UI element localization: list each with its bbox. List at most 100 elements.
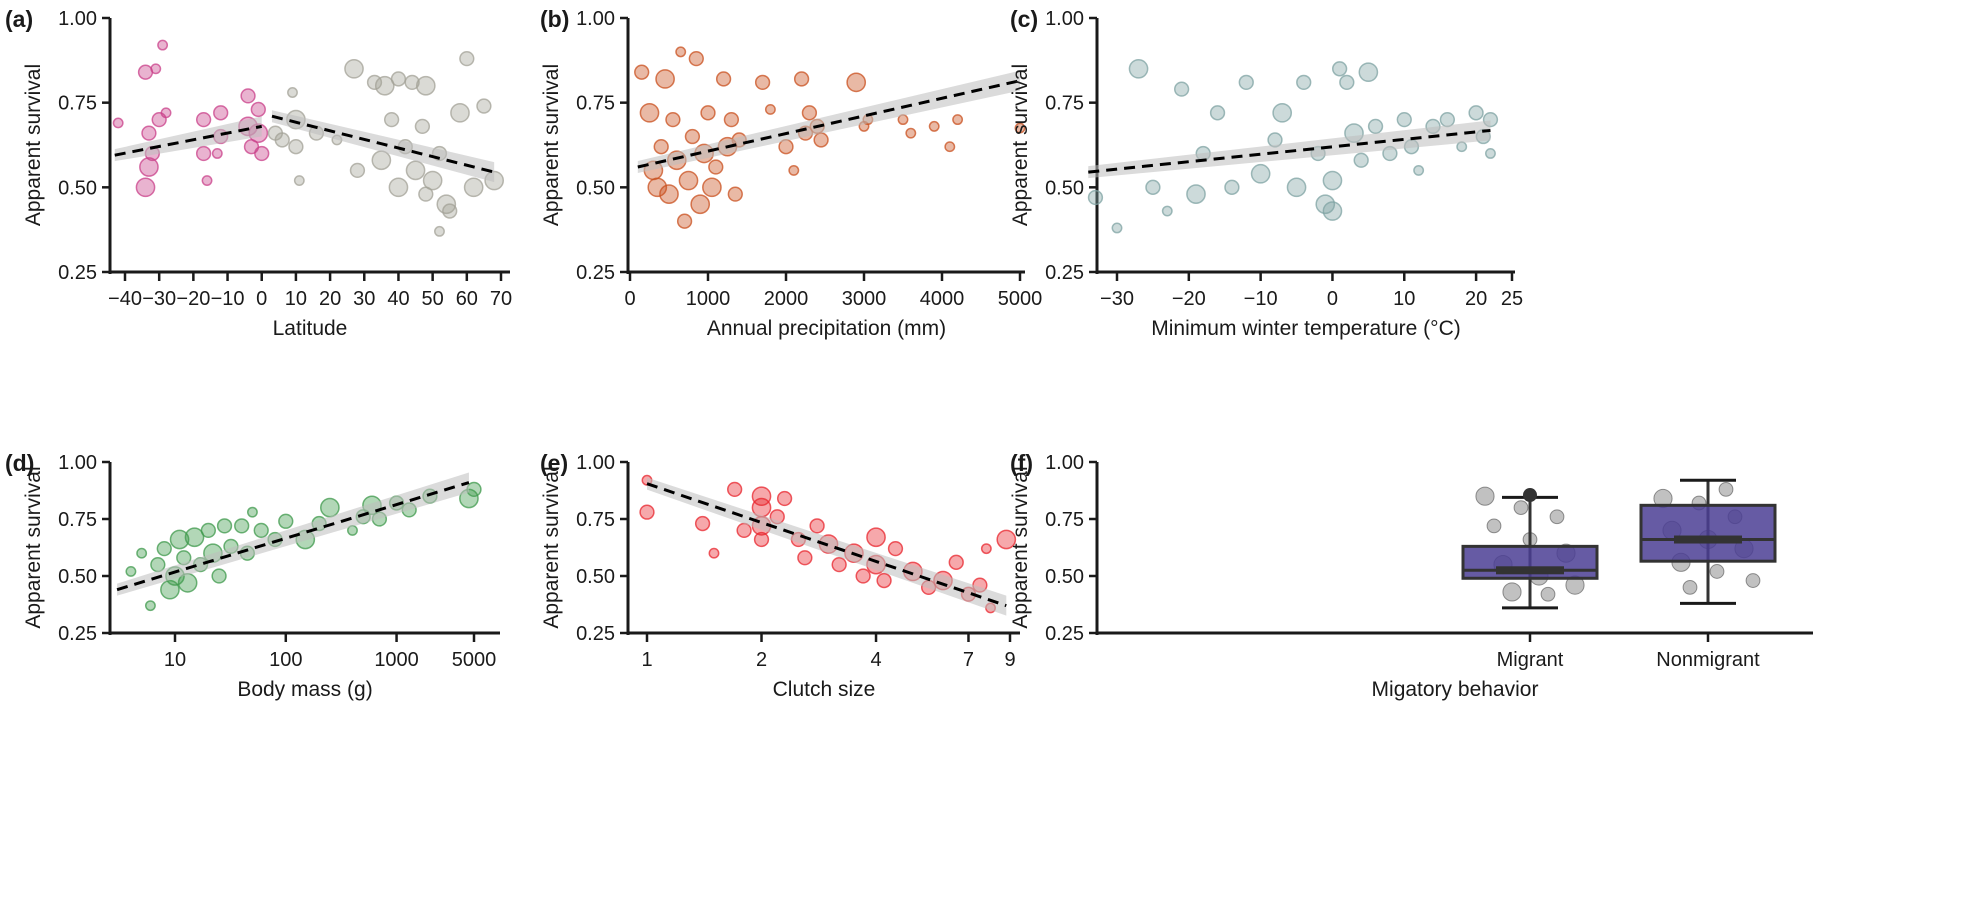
data-point <box>442 203 458 219</box>
x-tick-label: 0 <box>1327 288 1338 310</box>
data-point <box>246 506 258 518</box>
box-nonmigrant <box>1639 478 1777 605</box>
trend-line <box>1088 128 1491 174</box>
x-tick-label: 25 <box>1501 288 1523 310</box>
data-point <box>463 177 484 198</box>
x-tick-label: −30 <box>1100 288 1134 310</box>
data-point <box>169 529 190 550</box>
data-point <box>1549 509 1565 525</box>
y-tick-label: 0.25 <box>576 623 615 645</box>
data-point <box>139 157 159 177</box>
data-point <box>240 88 256 104</box>
data-point <box>700 105 716 121</box>
data-point <box>708 159 724 175</box>
data-point <box>211 568 227 584</box>
data-point <box>201 175 213 187</box>
confidence-band <box>271 110 495 183</box>
data-point <box>195 145 212 162</box>
y-tick-label: 1.00 <box>576 452 615 474</box>
y-tick-label: 1.00 <box>58 8 97 30</box>
data-point <box>776 490 793 507</box>
median-marker <box>1496 566 1564 575</box>
data-point <box>715 71 732 87</box>
data-point <box>466 481 482 498</box>
x-tick-label: 30 <box>353 288 375 310</box>
data-point <box>905 127 917 139</box>
data-point <box>1709 564 1725 579</box>
x-tick-label: 3000 <box>842 288 887 310</box>
y-tick-label: 0.25 <box>58 262 97 284</box>
y-axis-title: Apparent survival <box>1009 64 1032 226</box>
data-point <box>665 111 681 128</box>
x-tick-label: −10 <box>1244 288 1278 310</box>
box-migrant <box>1461 488 1599 610</box>
x-tick-label: Nonmigrant <box>1656 649 1760 671</box>
data-point <box>1209 105 1226 121</box>
data-point <box>809 518 825 534</box>
x-tick-label: Migrant <box>1497 649 1564 671</box>
y-tick-label: 0.50 <box>1045 177 1084 199</box>
x-tick-label: 2000 <box>764 288 809 310</box>
data-point <box>415 75 436 96</box>
x-tick-label: 20 <box>319 288 341 310</box>
confidence-band <box>1088 120 1491 179</box>
data-point <box>647 177 668 198</box>
y-tick-label: 0.50 <box>58 566 97 588</box>
x-axis-title: Migatory behavior <box>1372 678 1539 701</box>
data-point <box>200 522 216 539</box>
x-tick-label: −40 <box>108 288 142 310</box>
data-point <box>1145 179 1161 195</box>
data-point <box>125 565 137 577</box>
data-point <box>288 139 304 155</box>
data-point <box>250 101 266 118</box>
data-point <box>653 139 669 155</box>
data-point <box>1718 481 1734 497</box>
y-tick-label: 0.75 <box>58 93 97 115</box>
data-point <box>1224 179 1240 195</box>
data-point <box>141 125 157 141</box>
data-point <box>211 148 223 159</box>
outlier-point <box>1523 488 1537 503</box>
data-point <box>944 141 956 153</box>
data-point <box>136 547 148 559</box>
data-point <box>1682 580 1698 595</box>
data-points <box>634 46 1026 229</box>
data-point <box>349 162 366 179</box>
data-point <box>727 481 743 498</box>
x-tick-label: 4000 <box>920 288 965 310</box>
y-tick-label: 0.50 <box>1045 566 1084 588</box>
y-tick-label: 0.75 <box>1045 509 1084 531</box>
data-point <box>702 177 722 198</box>
data-point <box>659 184 679 204</box>
data-point <box>1486 518 1502 534</box>
data-point <box>753 531 770 548</box>
data-point <box>655 69 675 89</box>
data-point <box>157 39 169 51</box>
y-tick-label: 0.25 <box>1045 623 1084 645</box>
data-point <box>150 63 162 75</box>
y-axis-title: Apparent survival <box>22 466 45 628</box>
x-tick-label: 4 <box>870 649 881 671</box>
data-point <box>1745 573 1761 588</box>
data-point <box>1502 582 1522 602</box>
box-iqr <box>1639 503 1777 563</box>
data-point <box>634 64 650 80</box>
data-point <box>135 177 156 198</box>
x-tick-label: 40 <box>387 288 409 310</box>
data-point <box>371 150 392 171</box>
data-point <box>1353 152 1369 168</box>
data-point <box>1475 486 1495 506</box>
data-point <box>404 74 420 90</box>
data-point <box>813 132 829 148</box>
y-tick-label: 1.00 <box>58 452 97 474</box>
data-point <box>764 103 776 115</box>
data-point <box>675 46 687 58</box>
y-tick-label: 0.25 <box>1045 262 1084 284</box>
x-tick-label: −30 <box>142 288 176 310</box>
data-point <box>1128 58 1149 79</box>
y-tick-label: 0.50 <box>58 177 97 199</box>
panel-label: (e) <box>540 450 568 476</box>
x-tick-label: 10 <box>1393 288 1415 310</box>
data-point <box>137 64 154 80</box>
trend-line <box>114 124 263 157</box>
